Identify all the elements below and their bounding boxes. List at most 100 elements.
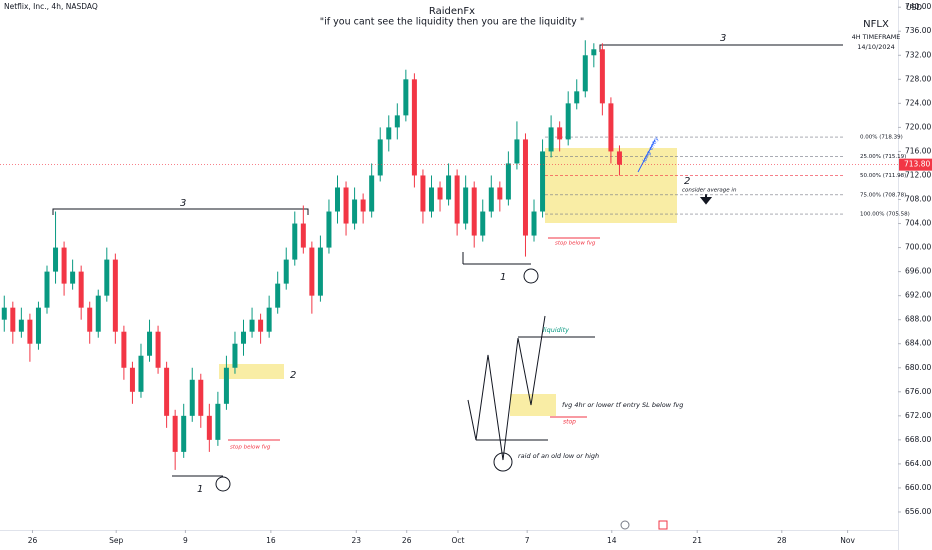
y-tick-label: 740.00	[905, 2, 931, 11]
candle-body	[394, 115, 400, 128]
last-price-label: 713.80	[904, 160, 930, 169]
candle-body	[480, 211, 486, 236]
candle-body	[343, 187, 349, 224]
diagram-circle	[493, 452, 513, 472]
annotation: stop below fvg	[555, 241, 596, 247]
candle-body	[249, 319, 255, 332]
candle-body	[591, 49, 597, 56]
y-tick-label: 712.00	[905, 170, 931, 179]
candle-body	[360, 199, 366, 212]
chart-title: RaidenFx	[429, 6, 475, 17]
annotation: stop below fvg	[230, 445, 271, 451]
candle-body	[488, 187, 494, 212]
candle-body	[155, 331, 161, 368]
x-tick-label: 16	[266, 536, 276, 545]
candle-body	[292, 223, 298, 260]
annotation: consider average in	[682, 188, 737, 194]
y-tick-label: 668.00	[905, 435, 931, 444]
candle-body	[522, 139, 528, 236]
candle-body	[232, 343, 238, 368]
candle-body	[454, 175, 460, 224]
x-tick-label: 26	[28, 536, 38, 545]
annotation: stop	[563, 419, 576, 426]
candle-body	[548, 127, 554, 152]
timeframe: 4H TIMEFRAME	[852, 33, 901, 41]
x-tick-label: 28	[777, 536, 787, 545]
candle-body	[129, 367, 135, 392]
candle-body	[258, 319, 264, 332]
annotation: 1	[500, 272, 506, 283]
candle-body	[369, 175, 375, 212]
candle-body	[386, 127, 392, 140]
candle-body	[147, 331, 153, 356]
low-circle	[523, 268, 539, 284]
chart-subtitle: "if you cant see the liquidity then you …	[320, 17, 584, 28]
y-tick-label: 704.00	[905, 219, 931, 228]
y-tick-label: 692.00	[905, 291, 931, 300]
candle-body	[27, 319, 33, 344]
candle-body	[215, 403, 221, 440]
symbol-line: Netflix, Inc., 4h, NASDAQ	[4, 2, 98, 11]
candle-body	[172, 415, 178, 452]
candle-body	[275, 283, 281, 308]
candle-body	[53, 247, 59, 272]
candle-body	[44, 271, 50, 308]
x-tick-label: 9	[183, 536, 188, 545]
low-circle	[215, 476, 231, 492]
candle-body	[514, 139, 520, 164]
y-tick-label: 664.00	[905, 459, 931, 468]
down-arrow	[699, 194, 713, 205]
candle-body	[437, 187, 443, 200]
y-tick-label: 736.00	[905, 26, 931, 35]
candle-body	[206, 415, 212, 440]
candle-body	[574, 91, 580, 104]
candle-body	[121, 331, 127, 368]
candle-body	[616, 151, 622, 165]
x-tick-label: Sep	[109, 536, 123, 545]
candle-body	[317, 247, 323, 296]
candle-body	[540, 151, 546, 212]
annotation: 2	[684, 176, 690, 187]
y-tick-label: 728.00	[905, 74, 931, 83]
swing-line	[52, 208, 309, 215]
candle-body	[505, 163, 511, 200]
candle-body	[164, 367, 170, 416]
annotation: raid of an old low or high	[518, 452, 599, 460]
candle-body	[1, 307, 7, 320]
candle-body	[266, 307, 272, 332]
candle-body	[10, 307, 16, 332]
currency: USD	[906, 3, 922, 12]
fib-label: 50.00% (711.98)	[860, 173, 906, 179]
y-tick-label: 700.00	[905, 243, 931, 252]
candle-body	[334, 187, 340, 212]
x-tick-label: 21	[692, 536, 702, 545]
y-tick-label: 656.00	[905, 507, 931, 516]
candle-body	[181, 415, 187, 452]
candle-body	[497, 187, 503, 200]
y-tick-label: 660.00	[905, 483, 931, 492]
y-tick-label: 724.00	[905, 98, 931, 107]
candle-body	[300, 223, 306, 248]
x-tick-label: Oct	[451, 536, 464, 545]
fib-label: 100.00% (705.58)	[860, 212, 910, 218]
candle-body	[241, 331, 247, 344]
x-tick-label: Nov	[840, 536, 855, 545]
candle-body	[446, 175, 452, 200]
y-tick-label: 708.00	[905, 195, 931, 204]
candle-body	[326, 211, 332, 248]
annotation: liquidity	[543, 326, 569, 334]
x-tick-label: 14	[607, 536, 617, 545]
chart-date: 14/10/2024	[857, 43, 894, 51]
y-tick-label: 676.00	[905, 387, 931, 396]
annotation: 1	[197, 484, 203, 495]
annotation: fvg 4hr or lower tf entry SL below fvg	[562, 401, 683, 409]
candle-body	[189, 379, 195, 416]
candle-body	[78, 271, 84, 308]
candle-body	[557, 127, 563, 140]
candle-body	[35, 307, 41, 344]
fib-label: 75.00% (708.78)	[860, 192, 906, 198]
candle-body	[377, 139, 383, 176]
